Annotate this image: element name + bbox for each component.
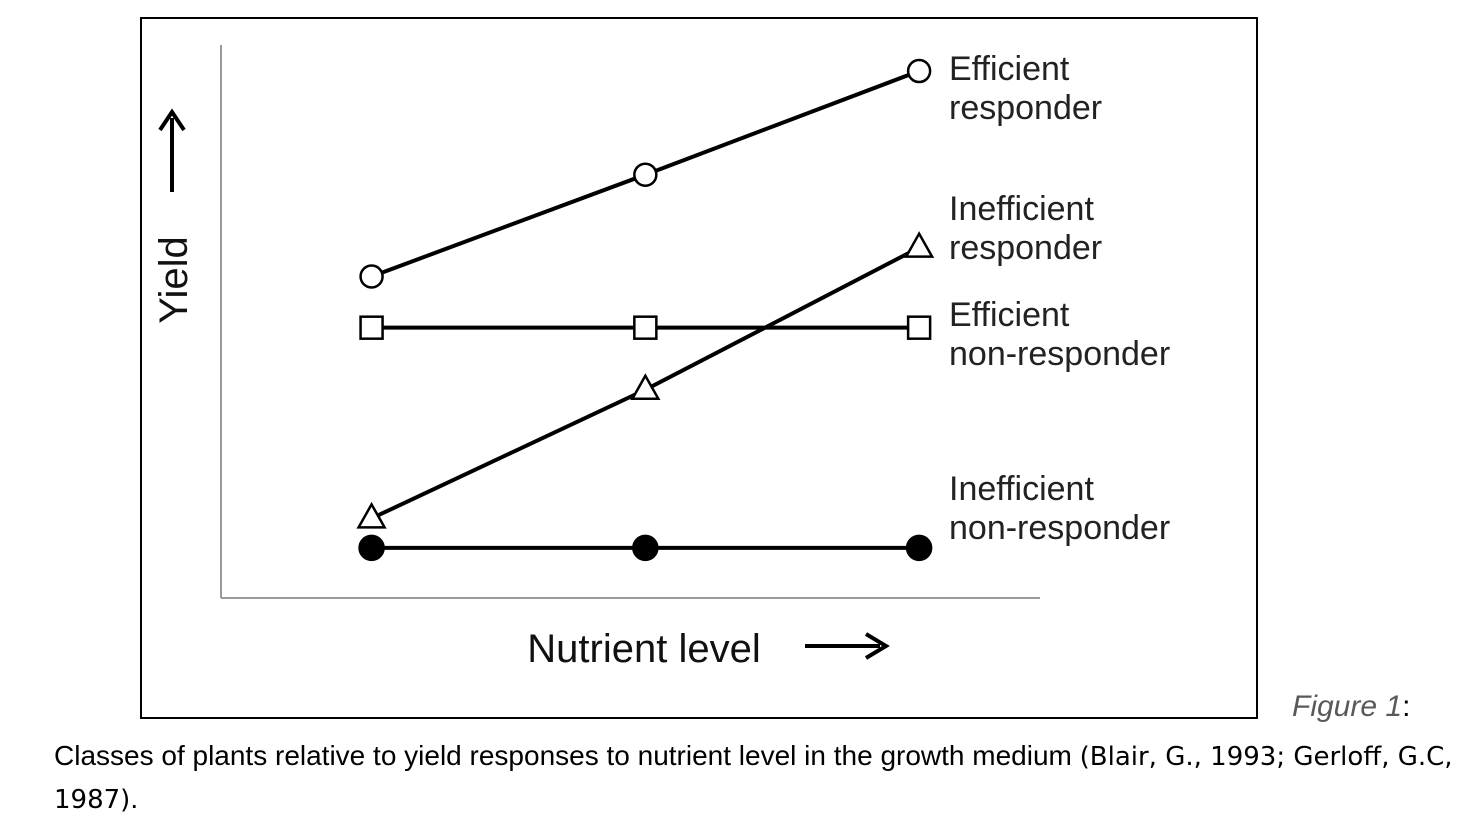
y-axis-arrowhead-icon [158,108,186,132]
caption-citation: (Blair, G., 1993; Gerloff, G.C, 1987) [54,742,1453,815]
legend-label-efficient-responder: Efficient responder [949,50,1102,127]
figure-caption: Classes of plants relative to yield resp… [54,735,1454,821]
data-point-inefficient-responder-1 [356,501,387,529]
data-point-efficient-non-responder-3 [906,315,932,340]
legend-label-line: non-responder [949,509,1170,547]
legend-label-line: non-responder [949,335,1170,373]
data-point-inefficient-non-responder-2 [632,534,659,562]
legend-label-inefficient-responder: Inefficient responder [949,190,1102,267]
data-point-efficient-responder-3 [906,58,932,84]
series-efficient-responder [359,58,932,289]
legend-label-line: Inefficient [949,190,1094,228]
data-point-inefficient-non-responder-3 [905,534,933,562]
data-point-efficient-non-responder-1 [359,315,384,340]
series-inefficient-responder [356,231,935,529]
y-axis-label-group: Yield [152,108,196,324]
data-point-inefficient-non-responder-1 [358,534,385,562]
data-point-efficient-responder-2 [633,162,658,187]
caption-text: Classes of plants relative to yield resp… [54,740,1080,771]
data-point-inefficient-responder-2 [630,373,661,401]
data-point-efficient-responder-1 [359,264,384,289]
x-axis-label: Nutrient level [527,627,760,671]
legend-label-efficient-non-responder: Efficient non-responder [949,296,1170,373]
x-axis-label-group: Nutrient level [527,627,890,671]
figure-label-suffix: : [1402,690,1411,723]
data-point-efficient-non-responder-2 [633,315,658,340]
series-layer [356,58,935,562]
legend-label-line: Efficient [949,50,1070,88]
figure-label: Figure 1: [1292,690,1410,724]
series-efficient-non-responder [359,315,932,340]
figure-number: Figure 1 [1292,690,1403,723]
chart-frame [140,17,1258,719]
data-point-inefficient-responder-3 [903,231,935,258]
legend-label-line: Efficient [949,296,1070,334]
y-axis-label: Yield [152,236,196,323]
x-axis-arrowhead-icon [864,632,890,660]
legend-label-inefficient-non-responder: Inefficient non-responder [949,470,1170,547]
legend-label-line: responder [949,89,1102,127]
series-inefficient-non-responder [358,534,933,562]
legend-label-line: responder [949,229,1102,267]
legend-label-line: Inefficient [949,470,1094,508]
caption-end: . [130,783,139,814]
